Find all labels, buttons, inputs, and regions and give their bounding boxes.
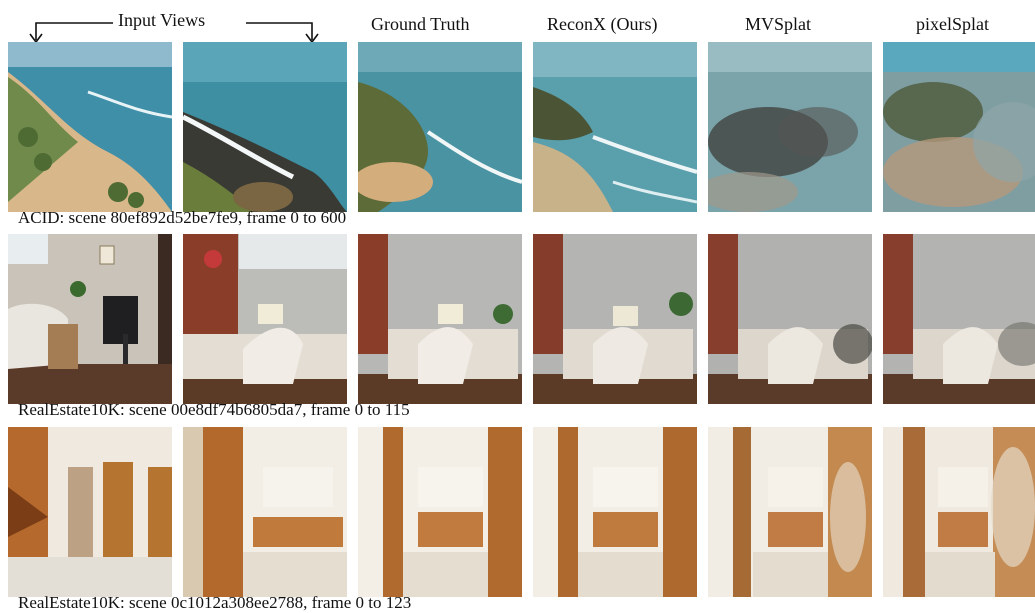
row1-input-view-2 [183,42,347,212]
row2-reconx [533,234,697,404]
header-mvsplat: MVSplat [745,14,812,34]
row2-caption: RealEstate10K: scene 00e8df74b6805da7, f… [18,400,410,419]
row2-pixelsplat [883,234,1035,404]
row3-reconx [533,427,697,597]
row1-reconx [533,42,697,212]
header-pixelsplat: pixelSplat [916,14,989,34]
row3-mvsplat [708,427,872,597]
row1-mvsplat [708,42,872,212]
row1-input-view-1 [8,42,172,212]
row3-pixelsplat [883,427,1035,597]
row1-caption: ACID: scene 80ef892d52be7fe9, frame 0 to… [18,208,347,227]
header-input-views: Input Views [118,10,206,30]
row1-ground-truth [358,42,522,212]
row3-input-view-2 [183,427,347,597]
row3-ground-truth [358,427,522,597]
header-reconx: ReconX (Ours) [547,14,658,34]
header-ground-truth: Ground Truth [371,14,470,34]
row2-input-view-2 [183,234,347,404]
row2-mvsplat [708,234,872,404]
row2-ground-truth [358,234,522,404]
row3-input-view-1 [8,427,172,597]
row3-caption: RealEstate10K: scene 0c1012a308ee2788, f… [18,593,412,612]
row2-input-view-1 [8,234,172,404]
row1-pixelsplat [883,42,1035,212]
